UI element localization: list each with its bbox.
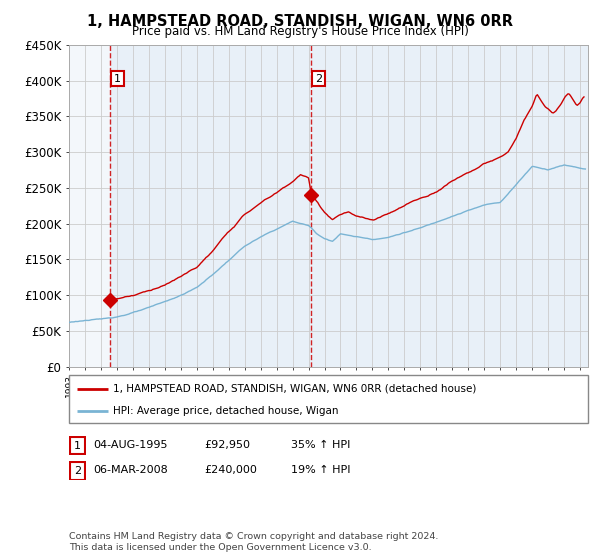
Text: 2: 2 [74,466,81,476]
Text: 35% ↑ HPI: 35% ↑ HPI [291,440,350,450]
Text: 06-MAR-2008: 06-MAR-2008 [93,465,168,475]
Text: 1, HAMPSTEAD ROAD, STANDISH, WIGAN, WN6 0RR: 1, HAMPSTEAD ROAD, STANDISH, WIGAN, WN6 … [87,14,513,29]
Text: 1, HAMPSTEAD ROAD, STANDISH, WIGAN, WN6 0RR (detached house): 1, HAMPSTEAD ROAD, STANDISH, WIGAN, WN6 … [113,384,476,394]
Text: £240,000: £240,000 [204,465,257,475]
Text: 19% ↑ HPI: 19% ↑ HPI [291,465,350,475]
Text: 1: 1 [114,73,121,83]
Text: Contains HM Land Registry data © Crown copyright and database right 2024.
This d: Contains HM Land Registry data © Crown c… [69,532,439,552]
Text: £92,950: £92,950 [204,440,250,450]
Text: 2: 2 [315,73,322,83]
FancyBboxPatch shape [70,463,85,479]
Text: 04-AUG-1995: 04-AUG-1995 [93,440,167,450]
Text: HPI: Average price, detached house, Wigan: HPI: Average price, detached house, Wiga… [113,406,338,416]
Text: Price paid vs. HM Land Registry's House Price Index (HPI): Price paid vs. HM Land Registry's House … [131,25,469,38]
FancyBboxPatch shape [69,375,588,423]
FancyBboxPatch shape [70,437,85,454]
Text: 1: 1 [74,441,81,451]
Bar [69,45,110,367]
